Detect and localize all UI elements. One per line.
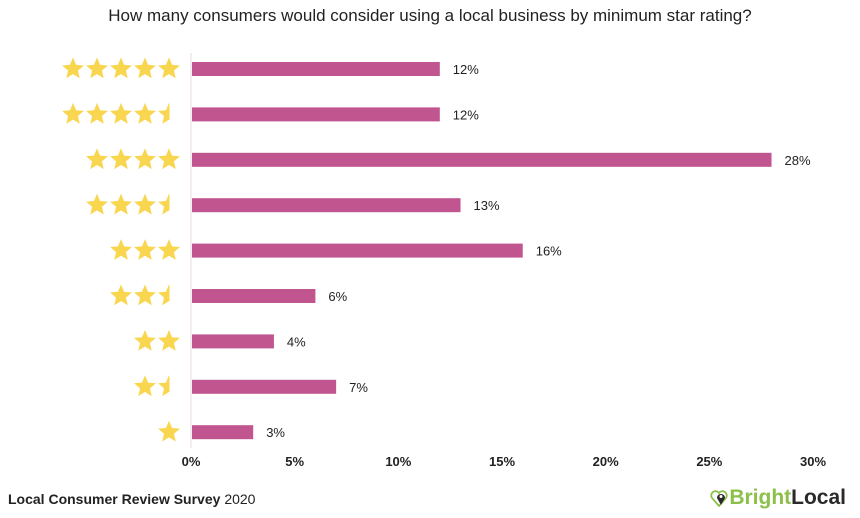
half-star-icon: [158, 284, 170, 306]
star-icon: [134, 102, 156, 124]
star-icon: [158, 329, 180, 351]
bar-1.5-stars: [192, 379, 337, 394]
star-rating-3: [110, 239, 180, 260]
half-star-icon: [158, 193, 170, 215]
data-label: 7%: [349, 380, 368, 395]
star-rating-1: [158, 420, 180, 442]
x-tick-label: 30%: [800, 454, 826, 469]
star-icon: [158, 420, 180, 442]
star-icon: [110, 193, 132, 215]
star-icon: [134, 329, 156, 351]
star-icon: [86, 148, 108, 170]
data-label: 16%: [536, 244, 562, 259]
star-rating-5: [62, 57, 180, 79]
data-label: 4%: [287, 334, 306, 349]
map-pin-heart-icon: [710, 490, 728, 508]
half-star-icon: [158, 102, 170, 124]
star-icon: [110, 284, 132, 306]
brightlocal-logo: Bright Local: [709, 486, 846, 510]
star-rating-1.5: [134, 375, 170, 397]
star-icon: [134, 57, 156, 79]
star-icon: [134, 284, 156, 306]
star-icon: [158, 239, 180, 260]
data-label: 12%: [453, 62, 479, 77]
star-icon: [110, 102, 132, 124]
data-label: 6%: [328, 289, 347, 304]
star-icon: [86, 102, 108, 124]
bar-3-stars: [192, 243, 523, 258]
star-rating-4.5: [62, 102, 170, 124]
star-icon: [134, 148, 156, 170]
footer-source: Local Consumer Review Survey 2020: [8, 491, 255, 507]
half-star-icon: [158, 375, 170, 397]
data-label: 3%: [266, 425, 285, 440]
star-icon: [134, 193, 156, 215]
survey-year: 2020: [224, 491, 256, 507]
x-tick-label: 0%: [182, 454, 201, 469]
star-icon: [110, 57, 132, 79]
data-label: 28%: [785, 153, 811, 168]
bar-1-stars: [192, 425, 254, 440]
star-icon: [86, 193, 108, 215]
x-tick-label: 10%: [385, 454, 411, 469]
star-icon: [110, 239, 132, 260]
logo-text-local: Local: [791, 486, 846, 509]
x-tick-label: 20%: [593, 454, 619, 469]
star-icon: [62, 57, 84, 79]
x-tick-label: 15%: [489, 454, 515, 469]
x-tick-label: 5%: [285, 454, 304, 469]
bar-5-stars: [192, 62, 440, 76]
bar-4.5-stars: [192, 107, 440, 122]
bar-4-stars: [192, 152, 772, 167]
data-label: 13%: [474, 198, 500, 213]
star-icon: [134, 375, 156, 397]
star-rating-2: [134, 329, 180, 351]
star-icon: [62, 102, 84, 124]
star-icon: [110, 148, 132, 170]
star-rating-3.5: [86, 193, 170, 215]
star-icon: [134, 239, 156, 260]
bar-2-stars: [192, 334, 274, 349]
data-label: 12%: [453, 107, 479, 122]
star-icon: [158, 57, 180, 79]
chart-title: How many consumers would consider using …: [108, 6, 752, 25]
star-rating-2.5: [110, 284, 170, 306]
bar-3.5-stars: [192, 198, 461, 213]
star-rating-4: [86, 148, 180, 170]
bar-2.5-stars: [192, 289, 316, 303]
survey-name: Local Consumer Review Survey: [8, 491, 221, 507]
logo-text-bright: Bright: [729, 486, 792, 509]
star-icon: [86, 57, 108, 79]
star-icon: [158, 148, 180, 170]
x-tick-label: 25%: [696, 454, 722, 469]
